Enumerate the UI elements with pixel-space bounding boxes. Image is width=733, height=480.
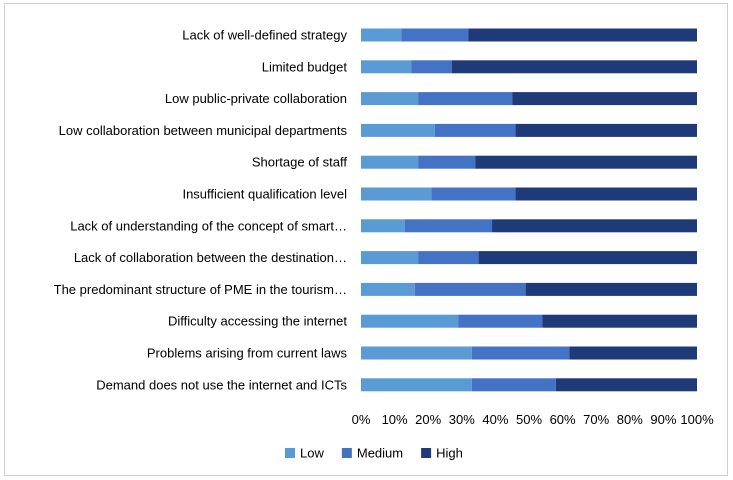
legend-label-medium: Medium [357,446,403,461]
bar-segment-low [361,282,415,296]
x-tick-label: 80% [617,412,643,427]
bar-segment-low [361,251,419,265]
bar-segment-high [515,123,697,137]
bar-segment-low [361,92,419,106]
bar-segment-medium [471,378,556,392]
x-tick-label: 30% [449,412,475,427]
x-tick-label: 100% [680,412,714,427]
category-label: Lack of well-defined strategy [182,28,347,43]
bar-segment-medium [418,92,513,106]
bar-segment-low [361,378,472,392]
legend-swatch-medium [341,448,352,458]
bar-segment-high [512,92,697,106]
category-label: The predominant structure of PME in the … [54,282,347,297]
stacked-bar-chart: Lack of well-defined strategy Limited bud… [54,28,714,461]
bar-segment-high [478,251,697,265]
legend-swatch-low [285,448,295,458]
category-label: Problems arising from current laws [147,346,348,361]
x-tick-label: 50% [516,412,542,427]
bar-segment-medium [414,282,526,296]
category-label: Low collaboration between municipal depa… [59,123,348,138]
bar-segment-high [542,314,697,328]
category-label: Shortage of staff [252,155,348,170]
category-label: Limited budget [262,59,348,74]
bar-segment-medium [411,60,452,74]
bar-segment-low [361,187,432,201]
bar-segment-medium [434,123,516,137]
bar-segment-medium [404,219,493,233]
bar-segment-medium [418,155,476,169]
bar-segment-low [361,219,405,233]
bar-segment-medium [471,346,570,360]
category-label: Lack of collaboration between the destin… [74,250,347,265]
bar-segment-high [515,187,697,201]
x-tick-label: 0% [352,412,371,427]
category-label: Insufficient qualification level [182,187,347,202]
x-tick-label: 20% [415,412,441,427]
x-tick-label: 10% [382,412,408,427]
category-label: Low public-private collaboration [165,91,347,106]
bar-segment-medium [458,314,543,328]
x-tick-label: 40% [482,412,508,427]
x-tick-label: 70% [583,412,609,427]
bar-segment-medium [401,28,469,42]
chart-frame: Lack of well-defined strategy Limited bud… [4,3,728,476]
bar-segment-low [361,155,419,169]
bar-segment-low [361,346,472,360]
legend-label-low: Low [300,446,324,461]
bar-segment-low [361,123,435,137]
category-label: Lack of understanding of the concept of … [70,218,347,233]
legend-swatch-high [421,448,432,458]
bar-segment-high [492,219,697,233]
x-tick-label: 90% [650,412,676,427]
bar-segment-high [569,346,697,360]
bar-segment-high [468,28,697,42]
x-tick-label: 60% [550,412,576,427]
bar-segment-medium [418,251,479,265]
legend-label-high: High [436,446,463,461]
category-label: Demand does not use the internet and ICT… [96,377,347,392]
bar-segment-low [361,28,402,42]
bar-segment-high [451,60,697,74]
bar-segment-high [525,282,697,296]
bar-segment-high [555,378,697,392]
bar-segment-low [361,60,412,74]
category-label: Difficulty accessing the internet [168,314,347,329]
bar-segment-high [475,155,697,169]
bar-segment-low [361,314,459,328]
bar-segment-medium [431,187,516,201]
